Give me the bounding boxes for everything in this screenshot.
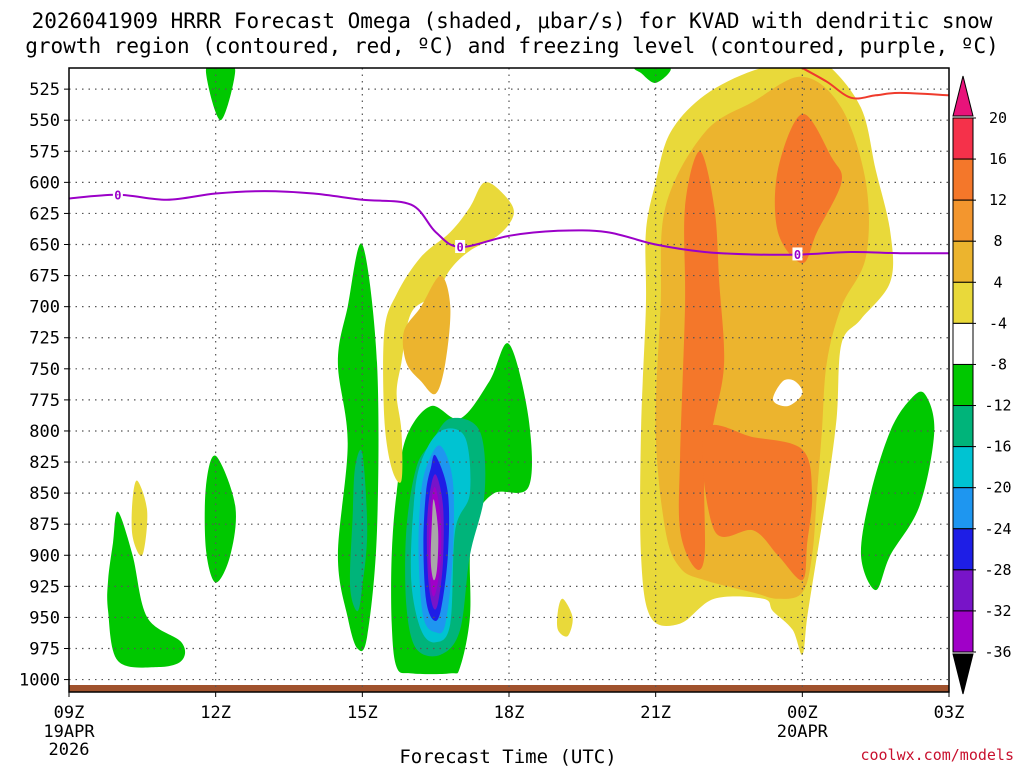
omega-region--4 (634, 68, 671, 83)
y-tick-label: 750 (29, 360, 60, 380)
x-tick-label: 09Z (54, 703, 85, 723)
colorbar-band (952, 363, 974, 407)
colorbar-band (952, 281, 974, 324)
terrain-fill (69, 685, 949, 692)
colorbar-label: 8 (993, 232, 1002, 250)
omega-region--8 (349, 449, 368, 612)
y-tick-label: 1000 (19, 671, 60, 691)
colorbar-label: 12 (989, 191, 1007, 209)
x-tick-date: 20APR (777, 722, 829, 742)
colorbar-label: -16 (984, 438, 1011, 456)
dendritic-growth-line (801, 68, 949, 100)
omega-region-12 (678, 151, 725, 570)
y-tick-label: 875 (29, 515, 60, 535)
colorbar-label: -36 (984, 643, 1011, 661)
colorbar-label: -24 (984, 520, 1011, 538)
omega-region--4 (772, 379, 803, 407)
x-tick-label: 12Z (200, 703, 231, 723)
y-tick-label: 625 (29, 204, 60, 224)
y-tick-label: 525 (29, 80, 60, 100)
y-tick-label: 675 (29, 267, 60, 287)
colorbar-band (952, 528, 974, 571)
y-tick-label: 925 (29, 577, 60, 597)
chart-title-line1: 2026041909 HRRR Forecast Omega (shaded, … (32, 9, 993, 33)
omega-region-4 (383, 182, 514, 483)
contour-lines: 0 0 0 (69, 68, 949, 262)
colorbar-band (952, 240, 974, 283)
colorbar-label: -32 (984, 602, 1011, 620)
y-tick-label: 825 (29, 453, 60, 473)
colorbar: 20 16 12 8 4 -4 -8 -12 -16 -20 -24 -28 -32 -36 (952, 75, 1012, 695)
omega-region-4 (131, 480, 148, 557)
y-tick-label: 775 (29, 391, 60, 411)
omega-region--4 (205, 68, 236, 121)
x-tick-label: 03Z (934, 703, 965, 723)
colorbar-band (952, 569, 974, 612)
colorbar-label: -4 (989, 314, 1007, 332)
colorbar-label: -12 (984, 397, 1011, 415)
omega-region--4 (204, 455, 236, 583)
chart-title-line2: growth region (contoured, red, ºC) and f… (25, 34, 999, 58)
y-tick-label: 600 (29, 173, 60, 193)
colorbar-top-arrow (952, 75, 974, 117)
colorbar-label: 20 (989, 109, 1007, 127)
x-tick-year: 2026 (49, 740, 90, 760)
colorbar-band (952, 610, 974, 653)
freezing-label-bg (792, 247, 803, 261)
colorbar-band (952, 199, 974, 242)
terrain-band (69, 685, 949, 692)
freezing-level-label: 0 (114, 188, 121, 202)
y-tick-label: 575 (29, 142, 60, 162)
omega-region-4 (556, 598, 573, 637)
colorbar-band (952, 405, 974, 448)
colorbar-label: -28 (984, 561, 1011, 579)
freezing-level-label: 0 (794, 248, 801, 262)
y-tick-label: 550 (29, 111, 60, 131)
credit-text: coolwx.com/models (860, 746, 1014, 764)
omega-region--4 (337, 243, 379, 652)
y-tick-label: 975 (29, 639, 60, 659)
colorbar-band (952, 158, 974, 201)
y-tick-label: 900 (29, 546, 60, 566)
x-tick-date: 19APR (43, 722, 95, 742)
y-tick-label: 850 (29, 484, 60, 504)
colorbar-label: 16 (989, 150, 1007, 168)
freezing-label-bg (455, 239, 466, 253)
colorbar-label: -8 (989, 355, 1007, 373)
colorbar-bottom-arrow (952, 653, 974, 695)
gridlines (69, 68, 949, 692)
omega-shading (107, 68, 935, 675)
freezing-label-bg (112, 187, 123, 201)
colorbar-band (952, 322, 974, 365)
omega-region--4 (860, 391, 935, 591)
x-tick-label: 18Z (494, 703, 525, 723)
freezing-level-label: 0 (456, 240, 463, 254)
colorbar-label: 4 (993, 273, 1002, 291)
colorbar-band (952, 487, 974, 530)
x-axis-label: Forecast Time (UTC) (399, 746, 616, 768)
colorbar-label: -20 (984, 479, 1011, 497)
colorbar-band (952, 117, 974, 160)
omega-region--32 (430, 499, 439, 581)
y-tick-label: 800 (29, 422, 60, 442)
y-tick-label: 725 (29, 329, 60, 349)
x-tick-label: 15Z (347, 703, 378, 723)
colorbar-band (952, 446, 974, 489)
omega-region--4 (107, 511, 186, 668)
y-tick-label: 650 (29, 236, 60, 256)
x-tick-label: 21Z (640, 703, 671, 723)
y-tick-label: 700 (29, 298, 60, 318)
y-axis: 525 550 575 600 625 650 675 700 725 750 775 800 825 8… (19, 80, 69, 691)
omega-region-12 (702, 424, 813, 581)
omega-region-8 (402, 275, 451, 395)
x-tick-label: 00Z (787, 703, 818, 723)
y-tick-label: 950 (29, 608, 60, 628)
